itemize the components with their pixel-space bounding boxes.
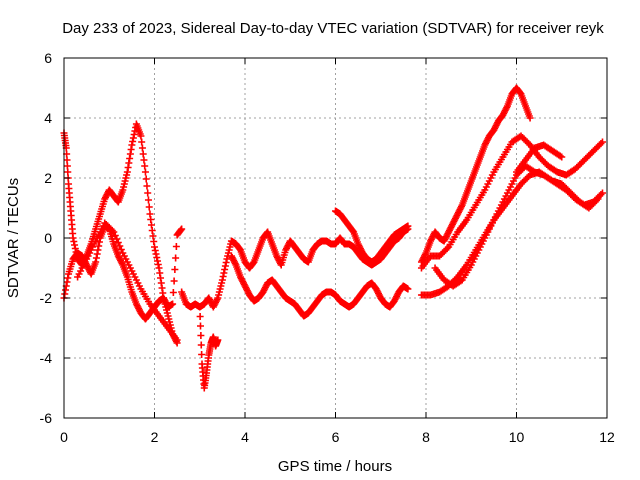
data-point xyxy=(170,277,178,285)
x-tick-label: 10 xyxy=(509,429,525,445)
data-point xyxy=(63,162,71,170)
y-tick-label: 6 xyxy=(44,50,52,66)
data-point xyxy=(404,285,412,293)
x-tick-label: 2 xyxy=(151,429,159,445)
data-point xyxy=(169,289,177,296)
data-point xyxy=(598,138,606,146)
data-point xyxy=(214,336,222,344)
data-point xyxy=(404,222,412,230)
series-track xyxy=(513,141,566,176)
data-point xyxy=(594,195,602,203)
y-tick-label: 4 xyxy=(44,110,52,126)
data-point xyxy=(139,150,147,158)
x-axis-label: GPS time / hours xyxy=(278,458,392,475)
data-point xyxy=(145,203,153,211)
data-point xyxy=(137,132,145,140)
data-point xyxy=(113,235,121,243)
x-tick-label: 0 xyxy=(60,429,68,445)
y-tick-label: 2 xyxy=(44,170,52,186)
series-track xyxy=(60,120,181,347)
data-point xyxy=(172,243,180,250)
data-point xyxy=(144,196,152,204)
data-point xyxy=(597,191,605,198)
data-point xyxy=(116,242,124,250)
data-point xyxy=(140,156,148,164)
data-point xyxy=(172,254,180,262)
data-point xyxy=(108,227,116,234)
data-point xyxy=(178,225,186,233)
data-point xyxy=(141,162,149,170)
data-point xyxy=(143,182,151,190)
data-point xyxy=(197,332,205,339)
data-point xyxy=(110,228,118,236)
y-axis-label: SDTVAR / TECUs xyxy=(5,178,22,298)
data-point xyxy=(592,197,600,204)
data-point xyxy=(197,322,205,330)
series-track xyxy=(417,84,534,266)
y-tick-label: -4 xyxy=(40,350,53,366)
series-track xyxy=(178,288,222,392)
y-axis-ticks: -6 -4 -2 0 2 4 6 xyxy=(40,50,607,426)
data-point xyxy=(64,168,72,176)
series-track xyxy=(227,252,412,320)
chart-title: Day 233 of 2023, Sidereal Day-to-day VTE… xyxy=(62,20,604,37)
data-point xyxy=(526,114,534,122)
series-track xyxy=(417,132,606,272)
y-tick-label: 0 xyxy=(44,230,52,246)
series-track xyxy=(332,207,412,266)
data-point xyxy=(198,351,206,358)
data-point xyxy=(144,189,152,197)
data-point xyxy=(117,246,125,253)
x-tick-label: 6 xyxy=(332,429,340,445)
data-point xyxy=(169,300,177,308)
data-point xyxy=(138,144,146,152)
data-point xyxy=(138,138,146,146)
y-tick-label: -6 xyxy=(40,410,53,426)
data-point xyxy=(598,189,606,197)
data-point xyxy=(141,168,149,176)
series-track xyxy=(74,219,181,344)
data-point xyxy=(556,152,564,160)
data-points xyxy=(60,84,606,392)
data-point xyxy=(171,266,179,273)
data-point xyxy=(443,245,451,252)
data-point xyxy=(558,153,566,161)
data-point xyxy=(63,156,71,164)
y-tick-label: -2 xyxy=(40,290,53,306)
data-point xyxy=(197,341,205,349)
series-track xyxy=(431,162,602,290)
data-point xyxy=(597,140,605,147)
x-tick-label: 4 xyxy=(241,429,249,445)
data-point xyxy=(173,336,181,344)
data-point xyxy=(111,232,119,239)
data-point xyxy=(114,239,122,246)
x-tick-label: 12 xyxy=(599,429,615,445)
x-tick-label: 8 xyxy=(422,429,430,445)
data-point xyxy=(196,313,204,320)
x-axis-ticks: 0 2 4 6 8 10 12 xyxy=(60,58,615,445)
data-point xyxy=(142,175,150,183)
